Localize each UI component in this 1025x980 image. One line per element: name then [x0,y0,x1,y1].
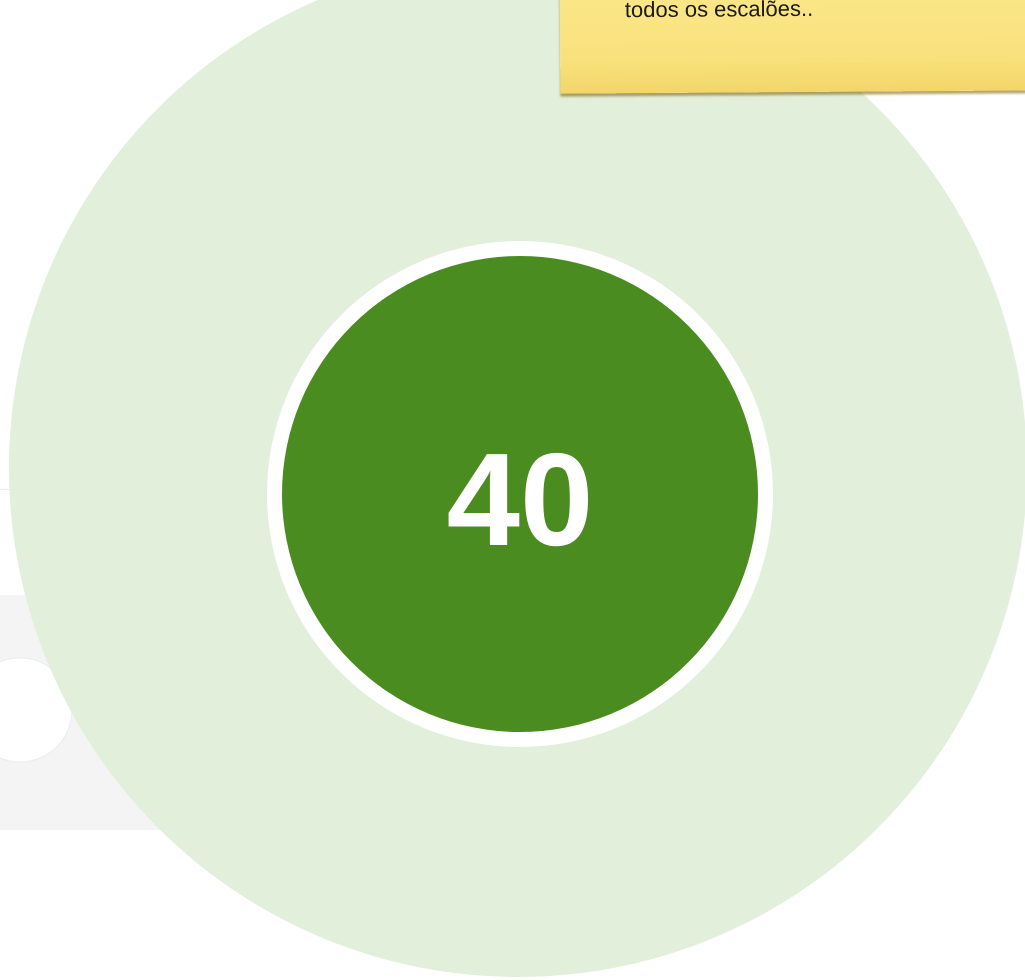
note-text: todos os escalões.. [624,0,814,23]
badge-disc [282,256,758,732]
sticky-note: todos os escalões.. [559,0,1025,94]
badge-value: 40 [447,426,594,573]
